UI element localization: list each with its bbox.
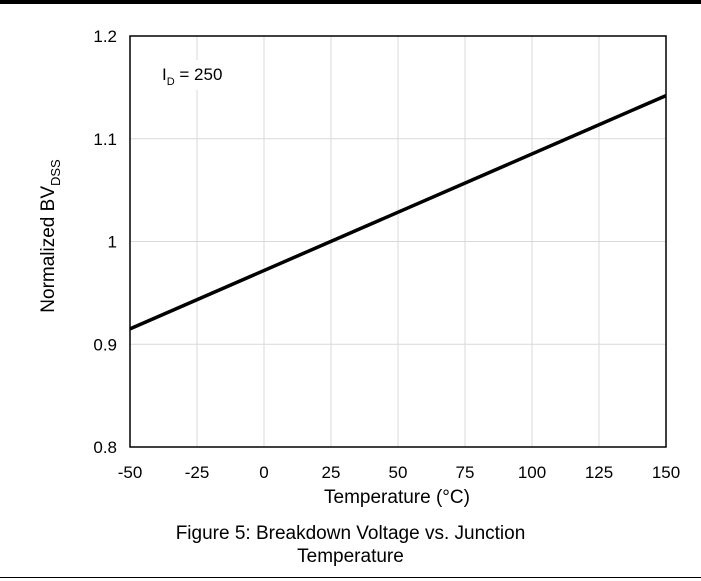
x-tick-label: 0 [259, 463, 268, 482]
y-tick-labels: 0.8 0.9 1 1.1 1.2 [93, 27, 117, 457]
x-tick-label: 100 [518, 463, 546, 482]
x-tick-labels: -50 -25 0 25 50 75 100 125 150 [118, 463, 680, 482]
x-tick-label: -25 [185, 463, 210, 482]
current-annotation: ID = 250 [162, 65, 222, 88]
caption-line-2: Temperature [297, 546, 404, 567]
caption-line-1: Figure 5: Breakdown Voltage vs. Junction [175, 523, 526, 544]
grid [129, 35, 667, 448]
y-tick-label: 1 [108, 233, 117, 252]
x-tick-label: -50 [118, 463, 143, 482]
chart: -50 -25 0 25 50 75 100 125 150 0.8 0.9 1 1.1 1.2 ID … [38, 27, 680, 508]
figure-caption: Figure 5: Breakdown Voltage vs. Junction… [0, 522, 701, 568]
series-line [129, 93, 667, 331]
x-tick-label: 25 [322, 463, 341, 482]
bottom-rule [0, 577, 701, 578]
annotation-background [152, 60, 234, 90]
plot-frame [129, 35, 667, 448]
top-rule [0, 0, 701, 4]
x-tick-label: 150 [652, 463, 680, 482]
x-tick-label: 125 [585, 463, 613, 482]
x-axis-title: Temperature (°C) [324, 487, 470, 508]
y-axis-title: Normalized BVDSS [38, 159, 63, 313]
y-tick-label: 0.9 [93, 335, 117, 354]
y-tick-label: 1.2 [93, 27, 117, 46]
y-tick-label: 0.8 [93, 438, 117, 457]
series-group [129, 93, 667, 331]
x-tick-label: 75 [456, 463, 475, 482]
y-tick-label: 1.1 [93, 130, 117, 149]
x-tick-label: 50 [389, 463, 408, 482]
